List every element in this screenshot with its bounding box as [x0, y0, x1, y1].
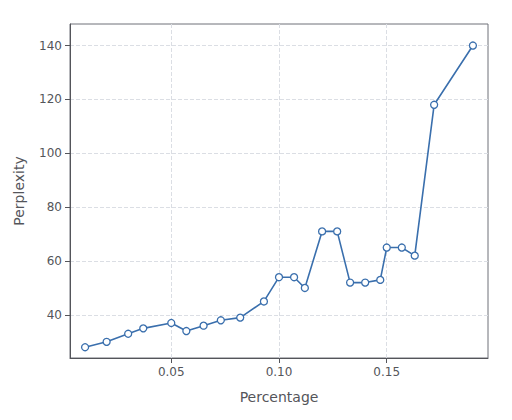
svg-text:140: 140	[39, 39, 62, 53]
svg-text:120: 120	[39, 92, 62, 106]
svg-text:100: 100	[39, 146, 62, 160]
svg-text:Perplexity: Perplexity	[11, 156, 27, 225]
svg-text:60: 60	[47, 254, 62, 268]
svg-text:80: 80	[47, 200, 62, 214]
svg-text:0.05: 0.05	[158, 365, 185, 379]
svg-text:Percentage: Percentage	[240, 389, 319, 405]
svg-text:40: 40	[47, 308, 62, 322]
svg-text:0.15: 0.15	[373, 365, 400, 379]
svg-text:0.10: 0.10	[266, 365, 293, 379]
